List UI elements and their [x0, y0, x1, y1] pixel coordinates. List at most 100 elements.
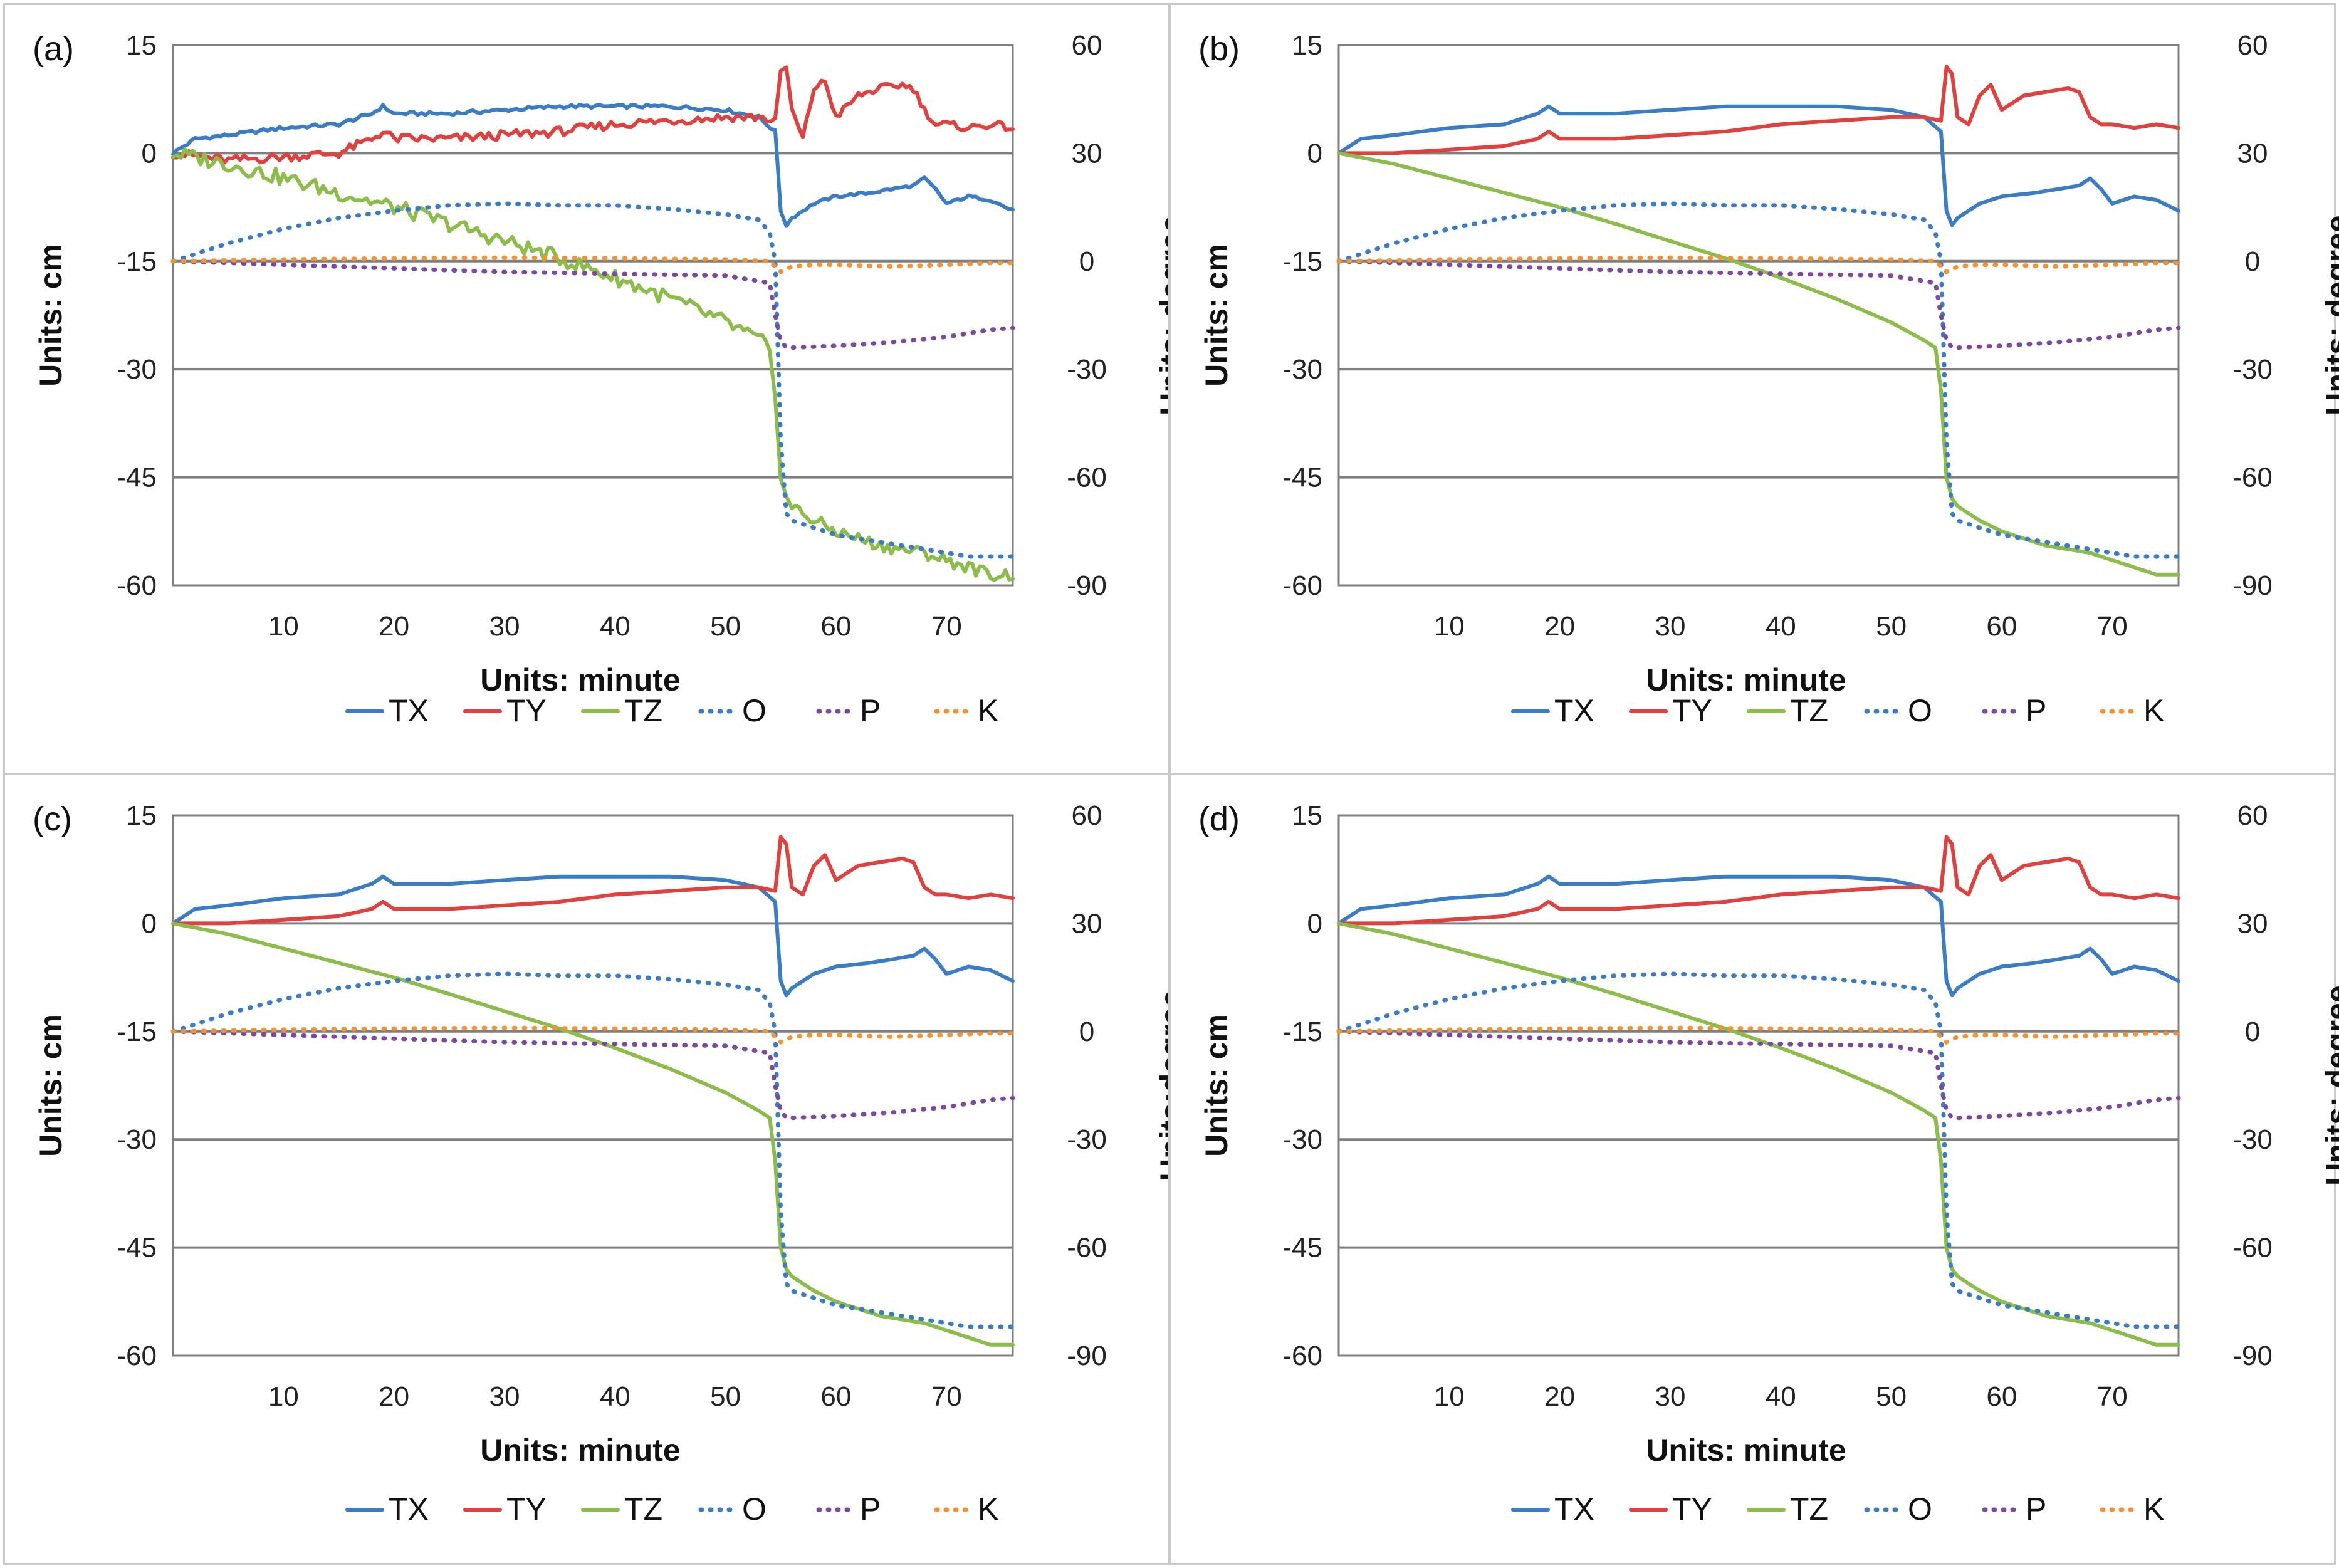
x-tick-label: 60 [820, 1381, 851, 1412]
legend-label-tx: TX [389, 693, 429, 728]
y2-tick-label: 0 [1079, 246, 1094, 277]
series-line-p [170, 1029, 1015, 1121]
legend-label-o: O [1908, 693, 1932, 728]
panel-border [3, 773, 1171, 1565]
y2-tick-label: 30 [1072, 138, 1102, 169]
y-tick-label: 15 [1292, 30, 1322, 61]
series-line-ty [171, 65, 1015, 165]
legend-label-ty: TY [506, 1492, 547, 1527]
y-tick-label: 0 [142, 138, 157, 169]
y-tick-label: -45 [1282, 463, 1322, 493]
y-tick-label: -45 [117, 463, 157, 493]
plot-area [172, 44, 1014, 587]
y2-tick-label: -60 [2232, 463, 2273, 493]
y-tick-label: 15 [1292, 800, 1322, 831]
legend-label-o: O [1908, 1492, 1932, 1527]
y2-tick-label: -30 [2232, 1124, 2273, 1155]
plot-area [1337, 814, 2180, 1357]
y-axis-title: Units: cm [1199, 244, 1234, 387]
x-tick-label: 40 [1766, 611, 1796, 642]
y2-tick-label: 30 [2237, 908, 2268, 939]
x-tick-label: 20 [379, 611, 409, 642]
y2-tick-label: 0 [1079, 1017, 1094, 1047]
x-axis-title: Units: minute [480, 662, 680, 698]
legend-label-tz: TZ [1790, 1492, 1828, 1527]
y-axis-title: Units: cm [1199, 1014, 1234, 1157]
y2-tick-label: -30 [2232, 354, 2273, 385]
y2-tick-label: -60 [2232, 1233, 2273, 1263]
series-line-tz [171, 921, 1015, 1347]
x-tick-label: 50 [710, 611, 741, 642]
x-tick-label: 10 [1434, 611, 1465, 642]
series-line-p [170, 259, 1015, 350]
y-tick-label: -30 [117, 1124, 157, 1155]
series-line-tx [171, 102, 1015, 228]
legend-label-k: K [2143, 1492, 2164, 1527]
series-line-tz [1337, 921, 2180, 1347]
x-tick-label: 60 [1986, 611, 2017, 642]
legend-label-o: O [742, 1492, 767, 1527]
x-tick-label: 50 [1876, 1381, 1907, 1412]
series-line-k [170, 255, 1015, 275]
legend-label-o: O [742, 693, 767, 728]
x-axis-title: Units: minute [1646, 662, 1846, 698]
plot-area [172, 814, 1014, 1357]
x-tick-label: 10 [1434, 1381, 1465, 1412]
panel-label: (d) [1198, 800, 1240, 838]
series-line-ty [1337, 65, 2180, 155]
y-tick-label: -15 [1282, 1017, 1322, 1047]
legend-label-tz: TZ [624, 1492, 662, 1527]
legend-label-p: P [860, 693, 881, 728]
legend-label-k: K [978, 1492, 998, 1527]
series-line-tx [171, 874, 1015, 998]
series-line-p [1336, 259, 2181, 350]
y-tick-label: -60 [117, 1341, 157, 1371]
series-line-ty [171, 835, 1015, 926]
y2-tick-label: 30 [2237, 138, 2268, 169]
legend-label-k: K [978, 693, 998, 728]
y-tick-label: -60 [1282, 570, 1322, 601]
series-line-k [170, 1025, 1015, 1045]
y-tick-label: 15 [126, 800, 157, 831]
chart-panel: 15 0 -15 -30 -45 -60 60 30 0 -30 -60 -90 10 20 30 40 50 6… [1168, 3, 2339, 775]
legend-label-tz: TZ [624, 693, 662, 728]
legend-label-ty: TY [506, 693, 547, 728]
x-tick-label: 70 [931, 611, 962, 642]
x-tick-label: 30 [1655, 1381, 1685, 1412]
y2-tick-label: 60 [2237, 30, 2268, 61]
y2-tick-label: -90 [1067, 570, 1107, 601]
x-tick-label: 30 [1655, 611, 1685, 642]
legend-label-p: P [2026, 693, 2046, 728]
x-tick-label: 70 [2097, 611, 2128, 642]
y2-axis-title: Units: degree [2320, 215, 2339, 416]
x-tick-label: 10 [268, 611, 299, 642]
plot-area [1337, 44, 2180, 587]
x-axis-title: Units: minute [480, 1433, 680, 1468]
series-line-ty [1337, 835, 2180, 926]
y2-tick-label: -60 [1067, 463, 1107, 493]
y2-tick-label: 60 [2237, 800, 2268, 831]
chart-panel: 15 0 -15 -30 -45 -60 60 30 0 -30 -60 -90 10 20 30 40 50 6… [1168, 773, 2339, 1565]
y-tick-label: 0 [1307, 138, 1322, 169]
x-tick-label: 10 [268, 1381, 299, 1412]
chart-panel: 15 0 -15 -30 -45 -60 60 30 0 -30 -60 -90 10 20 30 40 50 6… [3, 773, 1189, 1565]
legend-label-tx: TX [1554, 1492, 1594, 1527]
y2-tick-label: 30 [1072, 908, 1102, 939]
panel-border [3, 3, 1171, 775]
panel-label: (b) [1198, 30, 1240, 68]
legend-label-ty: TY [1672, 693, 1712, 728]
y2-tick-label: 0 [2245, 1017, 2260, 1047]
legend-label-p: P [2026, 1492, 2046, 1527]
y-tick-label: -15 [1282, 246, 1322, 277]
x-tick-label: 40 [1766, 1381, 1796, 1412]
x-tick-label: 60 [820, 611, 851, 642]
legend-label-tx: TX [1554, 693, 1594, 728]
legend-label-p: P [860, 1492, 881, 1527]
y2-tick-label: 60 [1072, 800, 1102, 831]
legend-label-tz: TZ [1790, 693, 1828, 728]
y2-tick-label: -90 [2232, 1341, 2273, 1371]
x-tick-label: 50 [1876, 611, 1907, 642]
y2-tick-label: 60 [1072, 30, 1102, 61]
chart-panel: 15 0 -15 -30 -45 -60 60 30 0 -30 -60 -90 10 20 30 40 50 6… [3, 3, 1189, 775]
